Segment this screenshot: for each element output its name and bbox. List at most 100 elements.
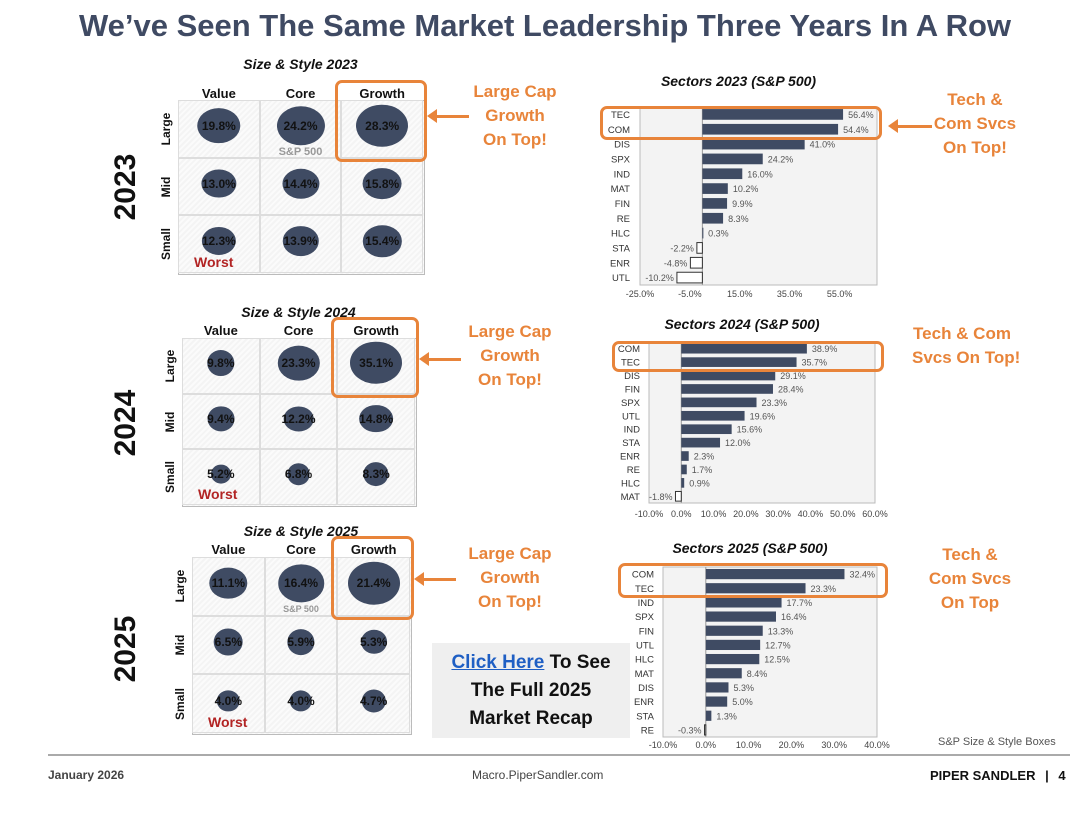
note-line: Growth (485, 106, 545, 125)
note-line: Tech & (947, 90, 1003, 109)
return-bubble (197, 108, 241, 144)
top-sectors-highlight-box (618, 563, 888, 598)
x-tick-label: -5.0% (678, 289, 702, 299)
top-sectors-highlight-box (600, 106, 882, 140)
sector-label: DIS (638, 683, 654, 694)
sector-bar (705, 653, 760, 665)
sector-bar (705, 696, 728, 707)
grid-cell (264, 615, 338, 675)
x-tick-label: 20.0% (733, 509, 759, 519)
sector-label: ENR (620, 452, 640, 463)
sector-label: TEC (635, 584, 654, 595)
sector-bar (689, 256, 703, 269)
sector-bar (705, 597, 782, 608)
grid-cell (337, 449, 415, 505)
size-style-title: Size & Style 2024 (241, 304, 356, 320)
return-value: 15.8% (365, 176, 400, 191)
leadership-note: Large Cap Growth On Top! (470, 80, 560, 152)
return-value: 6.5% (214, 635, 243, 649)
return-bubble (362, 167, 402, 200)
column-header: Growth (353, 323, 399, 338)
grid-cell (259, 215, 342, 273)
sector-label: STA (612, 243, 630, 254)
cta-text: To See (544, 652, 611, 673)
x-tick-label: 55.0% (827, 289, 853, 299)
bar-value-label: 15.6% (737, 425, 763, 435)
grid-cell (178, 100, 260, 158)
grid-cell (341, 215, 423, 273)
return-bubble (287, 629, 315, 655)
return-value: 9.4% (207, 411, 235, 426)
x-tick-label: 40.0% (864, 740, 890, 750)
sector-bar (705, 639, 761, 651)
return-bubble (347, 562, 400, 605)
return-bubble (360, 629, 387, 655)
sector-bar (702, 138, 805, 150)
grid-cell (259, 100, 342, 158)
bar-value-label: 32.4% (849, 570, 875, 580)
sector-bar (681, 464, 687, 475)
arrow-left-icon (888, 119, 932, 133)
x-tick-label: 20.0% (779, 740, 805, 750)
return-bubble (362, 225, 402, 257)
column-header: Core (286, 542, 316, 557)
return-value: 4.0% (287, 693, 315, 708)
sector-bar (681, 370, 776, 381)
sector-label: HLC (611, 229, 630, 240)
sector-label: DIS (614, 140, 630, 151)
note-line: Growth (480, 346, 540, 365)
note-line: On Top! (943, 138, 1007, 157)
return-value: 35.1% (359, 355, 394, 370)
return-value: 21.4% (356, 576, 391, 591)
column-header: Core (285, 86, 316, 101)
sector-bar (681, 384, 773, 394)
x-tick-label: 0.0% (696, 740, 717, 750)
brand-name: PIPER SANDLER (930, 768, 1036, 783)
return-value: 12.3% (201, 234, 236, 249)
return-bubble (207, 349, 235, 376)
leadership-note: Tech & Com Svcs On Top! (912, 322, 1020, 370)
sector-label: RE (617, 214, 630, 225)
column-header: Core (283, 323, 314, 338)
grid-cell (259, 338, 338, 394)
bar-value-label: 29.1% (780, 371, 806, 381)
sector-bar (705, 668, 742, 679)
sector-bar (681, 343, 807, 354)
sector-chart-title: Sectors 2023 (S&P 500) (660, 73, 817, 89)
grid-cell (192, 557, 265, 616)
return-value: 11.1% (211, 576, 246, 591)
worst-label: Worst (198, 486, 238, 502)
sector-bar (704, 724, 707, 736)
grid-cell (337, 557, 410, 616)
x-tick-label: 40.0% (798, 509, 824, 519)
bar-value-label: -0.3% (678, 725, 702, 735)
sector-label: IND (624, 425, 641, 436)
bar-value-label: 1.3% (716, 711, 737, 721)
grid-cell (259, 449, 338, 505)
sector-label: RE (627, 465, 640, 476)
column-header: Growth (350, 542, 397, 557)
arrow-left-icon (414, 572, 456, 586)
sector-bar (702, 198, 728, 209)
grid-cell (178, 215, 260, 273)
click-here-link[interactable]: Click Here (451, 652, 545, 673)
sector-bar (702, 153, 763, 165)
note-line: Tech & (942, 545, 998, 564)
return-value: 16.4% (283, 576, 319, 591)
return-bubble (210, 464, 231, 484)
return-bubble (207, 405, 235, 432)
return-bubble (276, 106, 325, 146)
size-style-title: Size & Style 2023 (243, 56, 358, 72)
sector-label: RE (641, 725, 654, 736)
sector-label: IND (614, 169, 631, 180)
sector-bar (681, 478, 685, 488)
sector-label: STA (636, 711, 654, 722)
source-note: S&P Size & Style Boxes (938, 736, 1056, 748)
return-bubble (361, 689, 386, 713)
bar-value-label: -1.8% (649, 492, 673, 502)
return-value: 13.9% (283, 234, 318, 249)
column-header: Growth (359, 86, 405, 101)
footer-separator: | (1045, 768, 1049, 783)
column-header: Value (211, 542, 246, 557)
